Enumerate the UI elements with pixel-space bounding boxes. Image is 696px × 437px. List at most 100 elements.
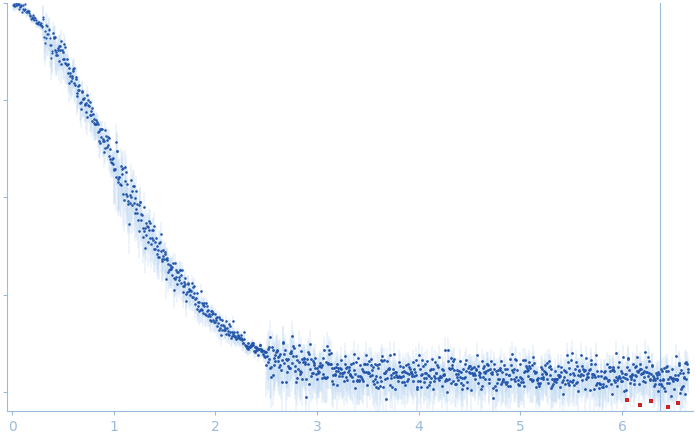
Point (424, 382, 435, 389)
Point (509, 377, 521, 384)
Point (500, 371, 512, 378)
Point (250, 344, 261, 351)
Point (379, 370, 390, 377)
Point (516, 375, 528, 382)
Point (450, 381, 461, 388)
Point (223, 320, 235, 327)
Point (574, 368, 585, 375)
Point (214, 326, 225, 333)
Point (255, 342, 266, 349)
Point (400, 361, 411, 368)
Point (95, 139, 106, 146)
Point (533, 379, 544, 386)
Point (72, 90, 83, 97)
Point (303, 380, 314, 387)
Point (484, 376, 495, 383)
Point (367, 366, 378, 373)
Point (120, 178, 131, 185)
Point (29, 16, 40, 23)
Point (275, 350, 286, 357)
Point (159, 249, 170, 256)
Point (524, 365, 535, 372)
Point (654, 376, 665, 383)
Point (287, 352, 299, 359)
Point (155, 248, 166, 255)
Point (8, 0, 19, 7)
Point (229, 333, 240, 340)
Point (599, 368, 610, 375)
Point (362, 369, 373, 376)
Point (210, 315, 221, 322)
Point (459, 360, 470, 367)
Point (427, 386, 438, 393)
Point (398, 367, 409, 374)
Point (548, 377, 560, 384)
Point (622, 375, 633, 382)
Point (95, 133, 106, 140)
Point (651, 371, 662, 378)
Point (328, 380, 339, 387)
Point (182, 288, 193, 295)
Point (79, 95, 90, 102)
Point (50, 49, 61, 55)
Point (567, 349, 578, 356)
Point (123, 198, 134, 205)
Point (487, 394, 498, 401)
Point (150, 246, 161, 253)
Point (528, 354, 539, 361)
Point (58, 49, 69, 55)
Point (445, 379, 457, 386)
Point (539, 361, 550, 368)
Point (288, 345, 299, 352)
Point (49, 35, 60, 42)
Point (114, 173, 125, 180)
Point (318, 374, 329, 381)
Point (58, 55, 70, 62)
Point (285, 350, 296, 357)
Point (335, 366, 347, 373)
Point (237, 336, 248, 343)
Point (197, 300, 208, 307)
Point (241, 342, 252, 349)
Point (391, 368, 402, 375)
Point (480, 368, 491, 375)
Point (673, 360, 684, 367)
Point (211, 317, 222, 324)
Point (127, 182, 139, 189)
Point (278, 350, 290, 357)
Point (349, 371, 361, 378)
Point (73, 83, 84, 90)
Point (653, 387, 664, 394)
Point (106, 159, 117, 166)
Point (454, 373, 466, 380)
Point (610, 378, 621, 385)
Point (447, 362, 458, 369)
Point (545, 365, 556, 372)
Point (425, 375, 436, 382)
Point (87, 104, 98, 111)
Point (90, 117, 102, 124)
Point (324, 351, 335, 358)
Point (412, 362, 423, 369)
Point (165, 263, 176, 270)
Point (246, 342, 257, 349)
Point (610, 374, 621, 381)
Point (665, 375, 677, 382)
Point (68, 80, 79, 87)
Point (583, 366, 594, 373)
Point (89, 120, 100, 127)
Point (203, 312, 214, 319)
Point (383, 365, 394, 372)
Point (672, 400, 683, 407)
Point (86, 108, 97, 114)
Point (271, 347, 282, 354)
Point (209, 311, 221, 318)
Point (654, 371, 665, 378)
Point (203, 310, 214, 317)
Point (349, 367, 360, 374)
Point (11, 2, 22, 9)
Point (115, 181, 126, 188)
Point (35, 22, 47, 29)
Point (102, 134, 113, 141)
Point (104, 146, 116, 153)
